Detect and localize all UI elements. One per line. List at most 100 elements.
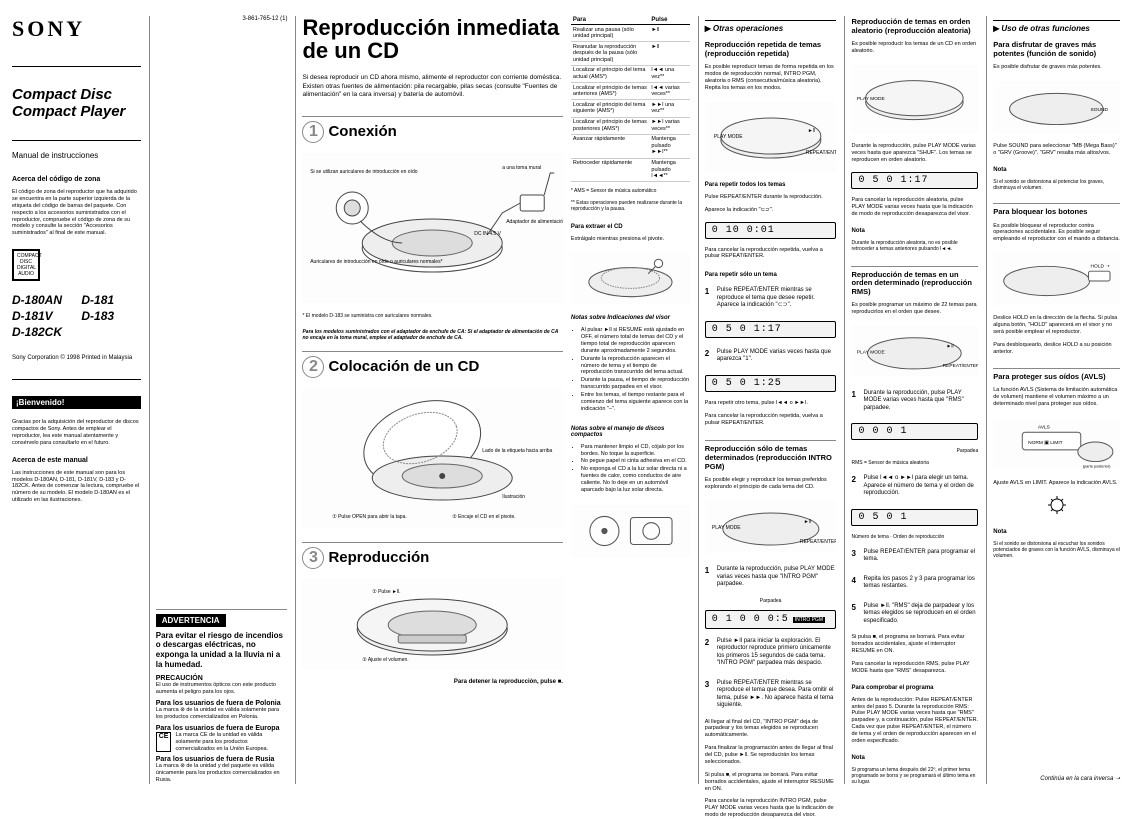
poland-heading: Para los usuarios de fuera de Polonia bbox=[156, 700, 288, 707]
welcome-body: Gracias por la adquisición del reproduct… bbox=[12, 419, 141, 447]
svg-text:AVLS: AVLS bbox=[1038, 424, 1051, 430]
repeat-all-heading: Para repetir todos los temas bbox=[705, 182, 837, 188]
repeat-one-heading: Para repetir sólo un tema bbox=[705, 272, 837, 278]
svg-text:►ll: ►ll bbox=[808, 128, 815, 134]
svg-text:►ll: ►ll bbox=[804, 519, 811, 525]
step-3: 3 Reproducción bbox=[302, 542, 562, 569]
step-3-badge: 3 bbox=[302, 547, 324, 569]
list-item: Para mantener limpio el CD, cójalo por l… bbox=[581, 444, 690, 458]
table-row: Localizar el principio de temas anterior… bbox=[571, 83, 690, 100]
svg-text:② Ajuste el volumen.: ② Ajuste el volumen. bbox=[363, 657, 409, 663]
step-3-stop: Para detener la reproducción, pulse ■. bbox=[302, 679, 562, 687]
bass-illustration: SOUND bbox=[993, 81, 1120, 133]
svg-text:② Encaje el CD en el pivote.: ② Encaje el CD en el pivote. bbox=[453, 514, 516, 520]
repeat-column: ▶Otras operaciones Reproducción repetida… bbox=[698, 16, 837, 784]
step-1-note: * El modelo D-183 se suministra con auri… bbox=[302, 313, 562, 319]
main-title: Reproducción inmediata de un CD bbox=[302, 16, 562, 62]
list-item: Durante la pausa, el tiempo de reproducc… bbox=[581, 377, 690, 391]
brand-logo: SONY bbox=[12, 16, 141, 42]
zone-body: El código de zona del reproductor que ha… bbox=[12, 189, 141, 237]
other-ops-heading: ▶Otras operaciones bbox=[705, 20, 837, 33]
europe-heading: Para los usuarios de fuera de Europa bbox=[156, 725, 288, 732]
manual-type: Manual de instrucciones bbox=[12, 151, 141, 160]
russia-heading: Para los usuarios de fuera de Rusia bbox=[156, 756, 288, 763]
warning-body: Para evitar el riesgo de incendios o des… bbox=[156, 631, 288, 669]
operation-table-column: ParaPulse Realizar una pausa (sólo unida… bbox=[571, 16, 690, 784]
step-1-footer: Para los modelos suministrados con el ad… bbox=[302, 329, 562, 341]
lcd-display: 0 0 0 1 bbox=[851, 423, 978, 440]
lcd-display: 0 5 0 1:17 bbox=[705, 321, 837, 338]
list-item: No pegue papel ni cinta adhesiva en el C… bbox=[581, 458, 690, 465]
other-functions-column: ▶Uso de otras funciones Para disfrutar d… bbox=[986, 16, 1120, 784]
product-title: Compact DiscCompact Player bbox=[12, 87, 141, 120]
eject-body: Extráigalo mientras presiona el pivote. bbox=[571, 236, 690, 243]
left-column: SONY Compact DiscCompact Player Manual d… bbox=[12, 16, 141, 784]
svg-text:PLAY MODE: PLAY MODE bbox=[712, 525, 741, 531]
display-notes-list: Al pulsar ►ll si RESUME está ajustado en… bbox=[571, 327, 690, 414]
svg-text:a una toma mural: a una toma mural bbox=[503, 165, 542, 171]
svg-text:SOUND: SOUND bbox=[1091, 107, 1109, 113]
zone-heading: Acerca del código de zona bbox=[12, 176, 141, 183]
russia-body: La marca ⊗ de la unidad y del paquete es… bbox=[156, 763, 288, 784]
table-row: Localizar el principio del tema siguient… bbox=[571, 100, 690, 117]
svg-text:HOLD ➝: HOLD ➝ bbox=[1091, 263, 1110, 269]
avls-icon bbox=[993, 495, 1120, 517]
europe-body: CE La marca CE de la unidad es válida so… bbox=[156, 732, 288, 753]
lcd-display: 0 5 0 1:25 bbox=[705, 375, 837, 392]
step-2-title: Colocación de un CD bbox=[328, 358, 479, 375]
step-3-illustration: ① Pulse ►ll. ② Ajuste el volumen. bbox=[302, 579, 562, 669]
intro-pgm-heading: Reproducción sólo de temas determinados … bbox=[705, 440, 837, 471]
other-fn-heading: ▶Uso de otras funciones bbox=[993, 20, 1120, 33]
ce-mark-icon: CE bbox=[156, 732, 172, 753]
ops-footnote: ** Estas operaciones pueden realizarse d… bbox=[571, 200, 690, 212]
handling-illustration bbox=[571, 505, 690, 557]
svg-text:Adaptador de alimentación de C: Adaptador de alimentación de CA bbox=[507, 219, 563, 225]
repeat-heading: Reproducción repetida de temas (reproduc… bbox=[705, 41, 837, 58]
about-manual-heading: Acerca de este manual bbox=[12, 457, 141, 464]
step-1-badge: 1 bbox=[302, 121, 324, 143]
repeat-intro: Es posible reproducir temas de forma rep… bbox=[705, 64, 837, 92]
model-list: D-180AND-181 D-181VD-183 D-182CK bbox=[12, 293, 141, 339]
svg-text:Lado de la etiqueta hacia arri: Lado de la etiqueta hacia arriba bbox=[483, 448, 553, 454]
shuffle-heading: Reproducción de temas en orden aleatorio… bbox=[851, 18, 978, 35]
lcd-display: 0 10 0:01 bbox=[705, 222, 837, 239]
step-1-illustration: a una toma mural Adaptador de alimentaci… bbox=[302, 153, 562, 303]
poland-body: La marca ⊗ de la unidad es válida solame… bbox=[156, 707, 288, 721]
step-3-title: Reproducción bbox=[328, 549, 429, 566]
avls-heading: Para proteger sus oídos (AVLS) bbox=[993, 368, 1120, 382]
copyright-line: Sony Corporation © 1998 Printed in Malay… bbox=[12, 355, 141, 361]
precaution-heading: PRECAUCIÓN bbox=[156, 675, 288, 682]
table-row: Localizar el principio de temas posterio… bbox=[571, 117, 690, 134]
main-intro: Si desea reproducir un CD ahora mismo, a… bbox=[302, 74, 562, 99]
rms-check-heading: Para comprobar el programa bbox=[851, 685, 978, 691]
warning-column: 3-861-765-12 (1) ADVERTENCIA Para evitar… bbox=[149, 16, 288, 784]
precaution-body: El uso de instrumentos ópticos con este … bbox=[156, 682, 288, 696]
shuffle-illustration: PLAY MODE bbox=[851, 65, 978, 133]
svg-text:(parte posterior): (parte posterior) bbox=[1083, 463, 1111, 468]
svg-text:DC IN 4.5 V: DC IN 4.5 V bbox=[475, 231, 502, 237]
svg-text:Si se utilizan auriculares de: Si se utilizan auriculares de introducci… bbox=[311, 169, 419, 175]
table-row: Realizar una pausa (sólo unidad principa… bbox=[571, 25, 690, 42]
document-number: 3-861-765-12 (1) bbox=[156, 16, 288, 22]
svg-text:PLAY MODE: PLAY MODE bbox=[714, 134, 743, 140]
handling-heading: Notas sobre el manejo de discos compacto… bbox=[571, 426, 690, 438]
list-item: Al pulsar ►ll si RESUME está ajustado en… bbox=[581, 327, 690, 355]
compact-disc-badge: COMPACT DISC DIGITAL AUDIO bbox=[12, 249, 40, 281]
table-row: Retroceder rápidamenteMantenga pulsado l… bbox=[571, 158, 690, 182]
svg-text:REPEAT/ENTER: REPEAT/ENTER bbox=[943, 363, 978, 369]
table-row: Reanudar la reproducción después de la p… bbox=[571, 42, 690, 66]
lock-heading: Para bloquear los botones bbox=[993, 203, 1120, 217]
repeat-illustration: PLAY MODE►llREPEAT/ENTER bbox=[705, 102, 837, 172]
avls-illustration: NORM ▣ LIMITAVLS(parte posterior) bbox=[993, 418, 1120, 470]
operation-table: ParaPulse Realizar una pausa (sólo unida… bbox=[571, 16, 690, 182]
lock-illustration: HOLD ➝ bbox=[993, 253, 1120, 305]
step-2: 2 Colocación de un CD bbox=[302, 351, 562, 378]
handling-list: Para mantener limpio el CD, cójalo por l… bbox=[571, 444, 690, 495]
intro-pgm-illustration: PLAY MODE►llREPEAT/ENTER bbox=[705, 501, 837, 553]
continue-footer: Continúa en la cara inversa ➝ bbox=[993, 776, 1120, 784]
table-row: Avanzar rápidamenteMantenga pulsado ►►l*… bbox=[571, 134, 690, 158]
list-item: No exponga el CD a la luz solar directa … bbox=[581, 466, 690, 494]
warning-heading: ADVERTENCIA bbox=[156, 614, 226, 627]
lcd-display: 0 5 0 1:17 bbox=[851, 172, 978, 189]
svg-text:Ilustración: Ilustración bbox=[503, 494, 526, 500]
